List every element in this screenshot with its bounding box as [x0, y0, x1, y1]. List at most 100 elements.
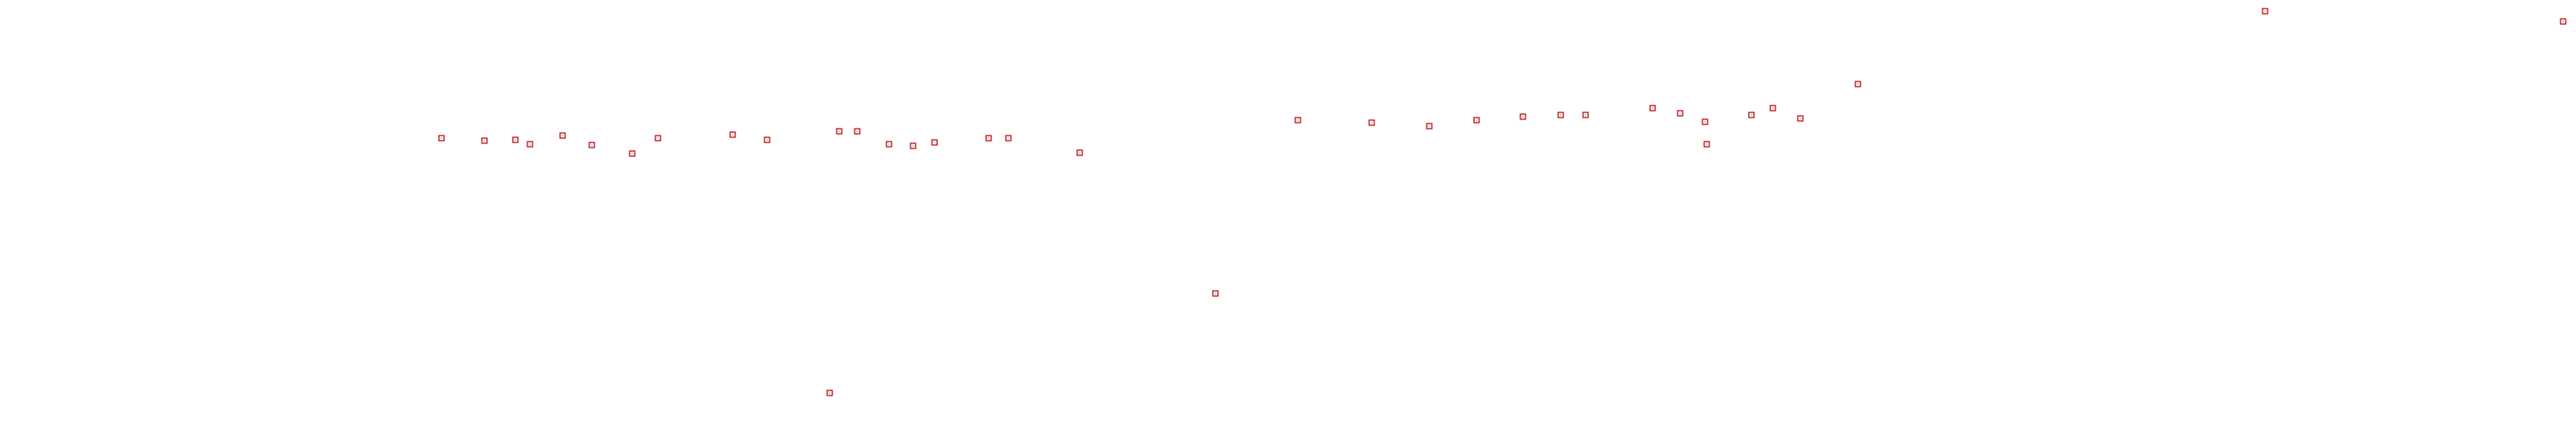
data-point	[854, 128, 861, 135]
point-center	[1800, 118, 1801, 119]
point-center	[657, 137, 659, 139]
data-point	[588, 142, 595, 148]
point-marker	[655, 135, 661, 142]
point-marker	[1748, 112, 1755, 118]
data-point	[1582, 112, 1589, 118]
point-center	[856, 130, 858, 132]
data-point	[836, 128, 843, 135]
point-marker	[1703, 141, 1710, 148]
data-point	[1212, 290, 1219, 297]
data-point	[1649, 105, 1656, 112]
point-marker	[629, 150, 636, 157]
data-point	[1519, 113, 1526, 120]
data-point	[886, 141, 892, 148]
point-center	[1428, 125, 1430, 127]
data-point	[629, 150, 636, 157]
point-center	[529, 143, 531, 145]
point-center	[829, 392, 831, 394]
point-center	[1751, 114, 1752, 116]
data-point	[527, 141, 533, 148]
point-center	[591, 144, 593, 146]
point-center	[2562, 21, 2564, 22]
point-center	[988, 137, 990, 139]
point-marker	[764, 136, 770, 143]
data-point	[1557, 112, 1564, 118]
data-point	[1797, 115, 1804, 122]
point-marker	[1854, 81, 1861, 88]
point-marker	[1677, 110, 1684, 117]
data-point	[1854, 81, 1861, 88]
point-marker	[826, 390, 833, 396]
data-point	[1677, 110, 1684, 117]
data-point	[559, 132, 566, 139]
data-point	[2560, 18, 2567, 25]
point-center	[515, 139, 516, 141]
point-center	[1215, 293, 1216, 294]
data-point	[1426, 123, 1433, 130]
point-center	[1679, 112, 1681, 114]
data-point	[910, 142, 917, 149]
point-marker	[588, 142, 595, 148]
point-marker	[438, 135, 445, 142]
point-marker	[1076, 149, 1083, 156]
data-point	[655, 135, 661, 142]
data-point	[1368, 119, 1375, 126]
point-center	[1706, 143, 1708, 145]
point-center	[1371, 122, 1373, 124]
point-center	[888, 143, 890, 145]
point-center	[732, 134, 734, 136]
point-marker	[985, 135, 992, 142]
data-point	[438, 135, 445, 142]
point-marker	[1426, 123, 1433, 130]
data-point	[512, 136, 519, 143]
point-marker	[559, 132, 566, 139]
data-point	[481, 137, 488, 144]
point-marker	[729, 131, 736, 138]
point-marker	[1473, 117, 1480, 124]
point-marker	[1797, 115, 1804, 122]
point-center	[1772, 107, 1774, 109]
point-center	[1297, 119, 1299, 121]
point-marker	[1582, 112, 1589, 118]
data-point	[1769, 105, 1776, 112]
point-marker	[931, 139, 938, 146]
point-marker	[1005, 135, 1012, 142]
data-point	[931, 139, 938, 146]
point-marker	[1212, 290, 1219, 297]
point-center	[1560, 114, 1562, 116]
point-marker	[1769, 105, 1776, 112]
point-center	[838, 130, 840, 132]
data-point	[729, 131, 736, 138]
data-point	[1294, 117, 1301, 124]
point-marker	[1557, 112, 1564, 118]
data-point	[1473, 117, 1480, 124]
data-point	[764, 136, 770, 143]
point-marker	[886, 141, 892, 148]
data-point	[1748, 112, 1755, 118]
point-marker	[854, 128, 861, 135]
point-marker	[2262, 8, 2268, 15]
data-point	[1076, 149, 1083, 156]
point-center	[484, 140, 485, 142]
point-marker	[512, 136, 519, 143]
point-marker	[1519, 113, 1526, 120]
data-point	[2262, 8, 2268, 15]
point-marker	[1294, 117, 1301, 124]
point-marker	[1649, 105, 1656, 112]
point-marker	[910, 142, 917, 149]
data-point	[985, 135, 992, 142]
point-center	[1079, 152, 1081, 154]
point-marker	[2560, 18, 2567, 25]
point-marker	[1368, 119, 1375, 126]
point-center	[912, 145, 914, 147]
point-marker	[527, 141, 533, 148]
data-point	[826, 390, 833, 396]
point-center	[1704, 121, 1706, 123]
point-center	[1008, 137, 1009, 139]
point-center	[1522, 116, 1524, 118]
point-center	[2264, 10, 2266, 12]
point-center	[1857, 83, 1859, 85]
point-marker	[1702, 118, 1708, 125]
data-point	[1702, 118, 1708, 125]
